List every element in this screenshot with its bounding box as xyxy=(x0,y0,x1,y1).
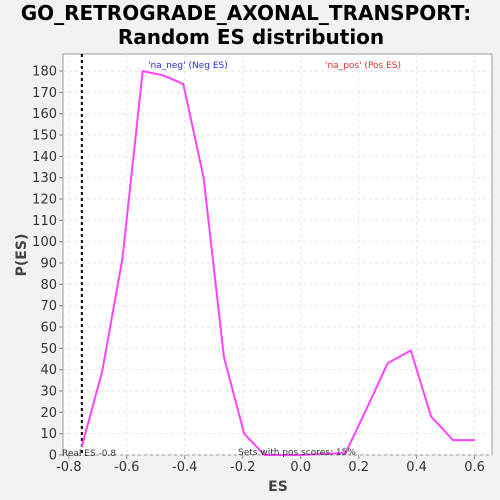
y-axis-ticks: 0 10 20 30 40 50 60 70 80 90 100 110 120 130 140 150 160… xyxy=(32,65,63,464)
x-axis-ticks: -0.8 -0.6 -0.4 -0.2 0.0 0.2 0.4 0.6 xyxy=(56,455,485,475)
y-tick-label: 20 xyxy=(40,406,57,421)
y-tick-label: 80 xyxy=(40,278,57,293)
y-tick-label: 60 xyxy=(40,321,57,336)
y-tick-label: 70 xyxy=(40,299,57,314)
x-tick-label: -0.2 xyxy=(230,460,255,475)
distribution-line xyxy=(80,70,475,456)
data-point xyxy=(162,74,164,77)
x-axis-label: ES xyxy=(268,479,288,495)
real-es-label: Real ES -0.8 xyxy=(62,449,116,459)
y-tick-label: 180 xyxy=(32,65,57,80)
x-tick-label: 0.6 xyxy=(464,460,485,475)
data-point xyxy=(101,371,103,373)
y-tick-label: 120 xyxy=(32,193,57,208)
y-tick-label: 90 xyxy=(40,257,57,272)
legend-neg-es: 'na_neg' (Neg ES) xyxy=(148,61,228,71)
series-group xyxy=(80,54,476,456)
y-tick-label: 100 xyxy=(32,235,57,250)
legend-pos-es: 'na_pos' (Pos ES) xyxy=(325,61,401,71)
data-point xyxy=(386,362,389,365)
x-tick-label: 0.2 xyxy=(348,460,369,475)
x-tick-label: 0.0 xyxy=(290,460,311,475)
y-tick-label: 160 xyxy=(32,107,57,122)
data-point xyxy=(121,257,124,260)
y-tick-label: 140 xyxy=(32,150,57,165)
y-tick-label: 10 xyxy=(40,427,57,442)
data-point xyxy=(202,176,205,179)
data-point xyxy=(81,445,83,448)
y-tick-label: 110 xyxy=(32,214,57,229)
x-tick-label: -0.6 xyxy=(114,460,139,475)
y-tick-label: 50 xyxy=(40,342,57,357)
data-point xyxy=(263,454,266,456)
y-tick-label: 0 xyxy=(49,449,57,464)
pos-scores-label: Sets with pos scores: 15% xyxy=(238,448,356,458)
data-point xyxy=(452,439,454,441)
x-tick-label: -0.4 xyxy=(172,460,197,475)
data-point xyxy=(223,356,225,358)
chart-title-line2: Random ES distribution xyxy=(118,25,384,49)
y-axis-label: P(ES) xyxy=(14,234,30,277)
data-point xyxy=(473,439,476,441)
data-point xyxy=(430,415,432,418)
y-tick-label: 170 xyxy=(32,86,57,101)
x-tick-label: 0.4 xyxy=(406,460,427,475)
data-point xyxy=(410,349,412,352)
y-tick-label: 30 xyxy=(40,385,57,400)
data-point xyxy=(365,409,367,412)
x-tick-label: -0.8 xyxy=(56,460,81,475)
data-point xyxy=(141,70,144,72)
data-point xyxy=(243,432,245,435)
chart-title-line1: GO_RETROGRADE_AXONAL_TRANSPORT: xyxy=(21,1,472,25)
plot-area xyxy=(62,53,493,456)
grid-lines xyxy=(63,54,492,456)
data-point xyxy=(344,452,347,454)
data-point xyxy=(299,454,302,456)
data-point xyxy=(182,83,185,85)
y-tick-label: 130 xyxy=(32,171,57,186)
y-tick-label: 150 xyxy=(32,129,57,144)
y-tick-label: 40 xyxy=(40,363,57,378)
